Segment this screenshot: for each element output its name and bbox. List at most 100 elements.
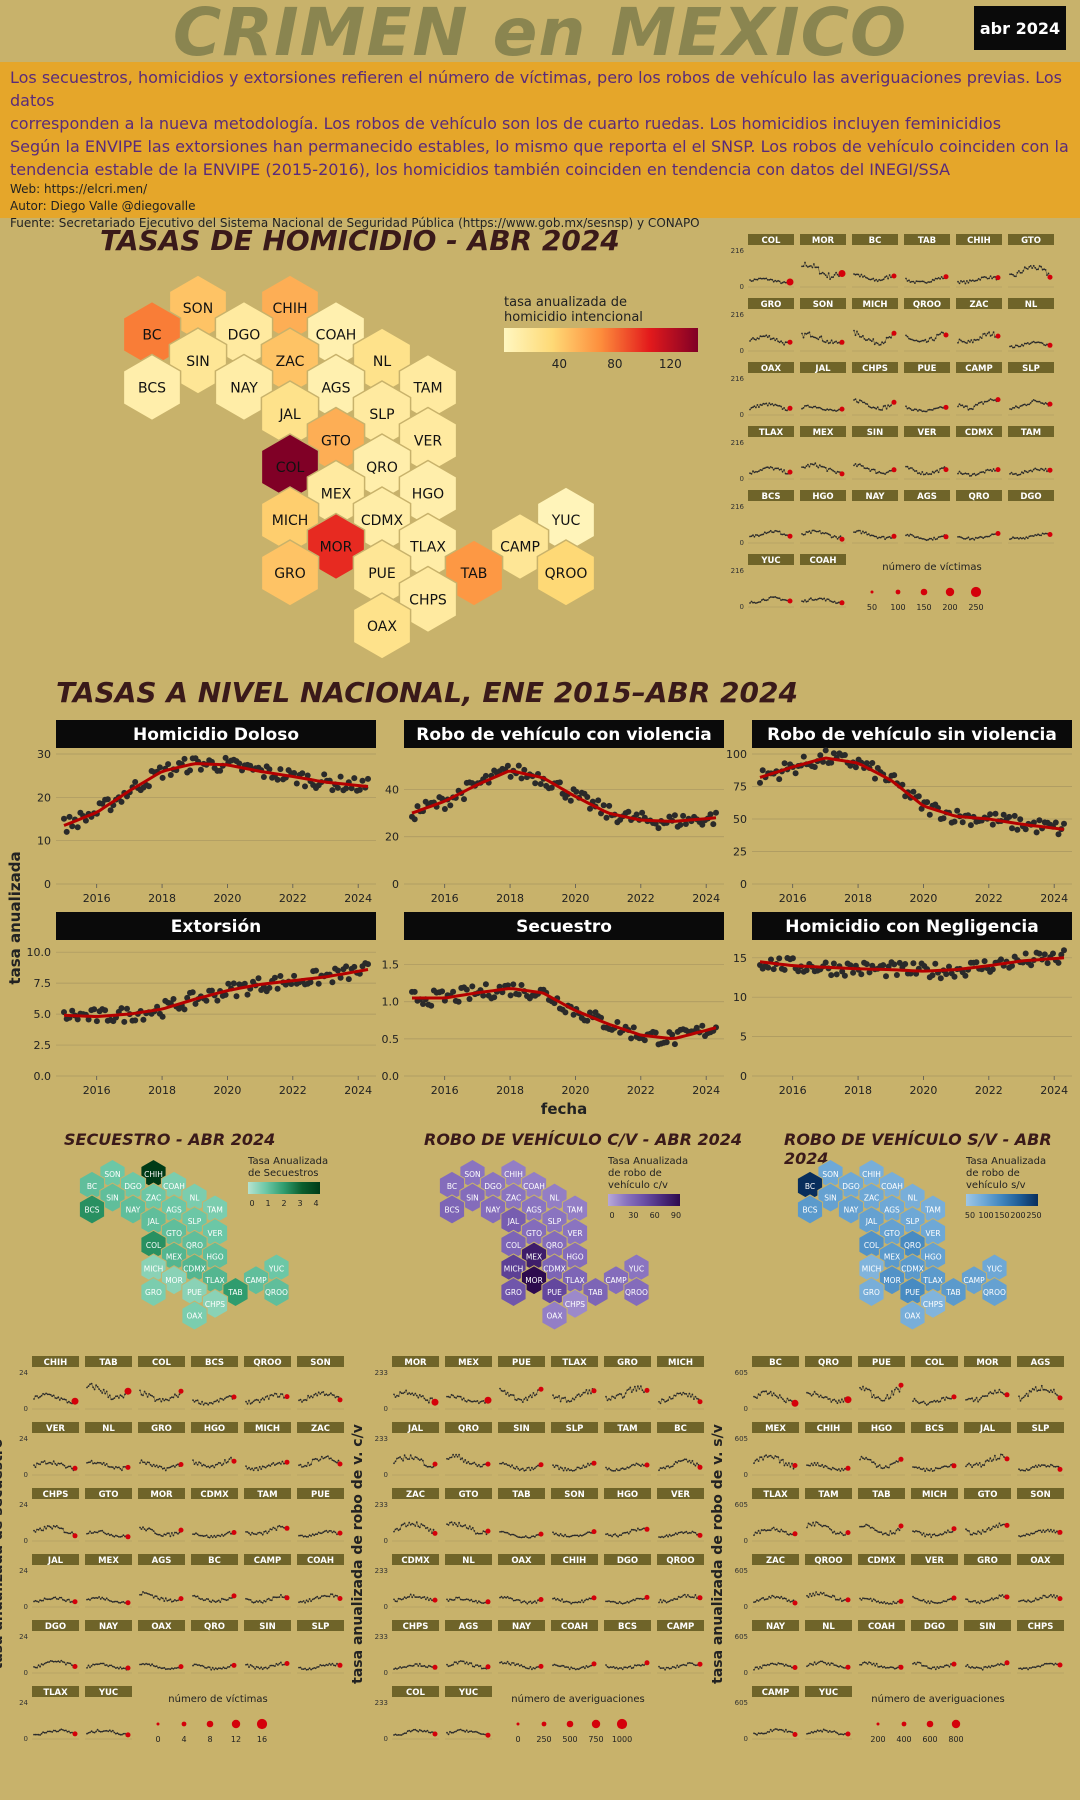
series-line	[499, 1531, 542, 1539]
data-point	[885, 963, 892, 970]
series-line	[753, 1390, 796, 1404]
strip	[800, 426, 846, 437]
last-point	[284, 1525, 290, 1531]
small-multiple-tam: TAM	[244, 1488, 291, 1542]
series-line	[139, 1459, 182, 1472]
hex-label: SIN	[466, 1194, 479, 1203]
series-line	[499, 1596, 542, 1605]
small-multiple-camp: CAMP	[657, 1620, 704, 1674]
info-web[interactable]: Web: https://elcri.men/	[10, 182, 148, 196]
strip	[748, 426, 794, 437]
data-point	[567, 797, 574, 804]
y-zero-label: 0	[24, 1669, 28, 1677]
hex-label: MICH	[144, 1264, 164, 1273]
data-point	[839, 968, 846, 975]
small-multiple-dgo: DGO	[604, 1554, 651, 1608]
mini-hex-qroo: QROO	[623, 1276, 650, 1308]
series-line	[859, 1455, 902, 1469]
strip-label: QRO	[969, 492, 990, 502]
strip-label: QROO	[253, 1358, 281, 1368]
x-tick-label: 2018	[496, 892, 524, 905]
strip	[752, 1356, 799, 1367]
data-point	[910, 788, 917, 795]
strip	[956, 490, 1002, 501]
robocv-map-title: ROBO DE VEHÍCULO C/V - ABR 2024	[424, 1130, 743, 1149]
size-legend-dot	[541, 1721, 547, 1727]
strip-label: GRO	[617, 1358, 638, 1368]
data-point	[1050, 950, 1056, 957]
mini-legend-tick: 30	[628, 1211, 638, 1220]
strip	[604, 1488, 651, 1499]
small-multiples-ylabel: tasa anualizada de secuestro	[0, 1438, 6, 1669]
data-point	[663, 1039, 670, 1046]
small-multiple-hgo: HGO	[604, 1488, 651, 1542]
strip-label: PUE	[311, 1490, 330, 1500]
strip-label: VER	[671, 1490, 690, 1500]
y-tick-label: 10	[733, 991, 747, 1004]
y-max-label: 24	[19, 1633, 28, 1641]
size-legend-label: 100	[890, 603, 905, 612]
data-point	[321, 771, 328, 778]
data-point	[1030, 819, 1037, 826]
point	[245, 1597, 247, 1600]
y-tick-label: 0	[740, 878, 747, 891]
strip-label: PUE	[872, 1358, 891, 1368]
hex-label: OAX	[186, 1312, 202, 1321]
series-line	[605, 1462, 648, 1472]
x-tick-label: 2020	[213, 1084, 241, 1097]
strip	[800, 298, 846, 309]
strip-label: JAL	[47, 1556, 64, 1566]
data-point	[792, 770, 799, 777]
data-point	[140, 1016, 147, 1023]
strip	[392, 1488, 439, 1499]
data-point	[847, 962, 854, 969]
x-tick-label: 2016	[431, 1084, 459, 1097]
last-point	[178, 1527, 184, 1533]
hex-cell-gro: GRO	[260, 539, 320, 607]
hex-label: CAMP	[605, 1276, 627, 1285]
last-point	[891, 467, 897, 473]
hex-label: CHPS	[205, 1300, 225, 1309]
mini-hex-chps: CHPS	[201, 1288, 229, 1319]
last-point	[838, 270, 846, 277]
small-multiple-jal: JAL	[800, 362, 846, 416]
small-multiple-tam: TAM	[604, 1422, 651, 1476]
last-point	[898, 1382, 904, 1388]
data-point	[244, 991, 251, 998]
series-line	[552, 1663, 595, 1670]
national-title: TASAS A NIVEL NACIONAL, ENE 2015–ABR 202…	[56, 676, 798, 709]
small-multiple-bcs: BCS	[748, 490, 794, 544]
data-point	[225, 980, 232, 987]
size-legend-dot	[181, 1721, 187, 1727]
series-line	[905, 276, 947, 284]
last-point	[178, 1462, 184, 1467]
strip-label: AGS	[152, 1556, 172, 1566]
hex-label: CHPS	[565, 1300, 585, 1309]
hex-label: TAM	[566, 1205, 583, 1214]
hex-label: PUE	[905, 1288, 920, 1297]
hex-label: CAMP	[245, 1276, 267, 1285]
hex-shape	[444, 539, 504, 607]
size-legend-title: número de víctimas	[882, 561, 981, 573]
hex-label: SIN	[106, 1194, 119, 1203]
x-tick-label: 2022	[627, 1084, 655, 1097]
data-point	[937, 975, 944, 982]
info-line-3: Según la ENVIPE las extorsiones han perm…	[10, 137, 1069, 156]
last-point	[995, 397, 1001, 403]
data-point	[266, 766, 273, 773]
mini-hex-bcs: BCS	[438, 1194, 466, 1225]
small-multiple-jal: JAL	[392, 1422, 439, 1476]
hex-label: GTO	[166, 1229, 182, 1238]
y-tick-label: 7.5	[34, 977, 52, 990]
series-line	[1009, 532, 1051, 540]
series-line	[446, 1521, 489, 1536]
hex-label: SIN	[186, 354, 210, 370]
y-zero-label: 0	[384, 1537, 388, 1545]
small-multiple-bc: BC	[657, 1422, 704, 1476]
last-point	[178, 1596, 184, 1602]
data-point	[302, 783, 308, 790]
small-multiple-oax: OAX	[748, 362, 794, 416]
hex-shape	[582, 1276, 609, 1308]
strip	[32, 1488, 79, 1499]
hex-label: BC	[87, 1182, 97, 1191]
